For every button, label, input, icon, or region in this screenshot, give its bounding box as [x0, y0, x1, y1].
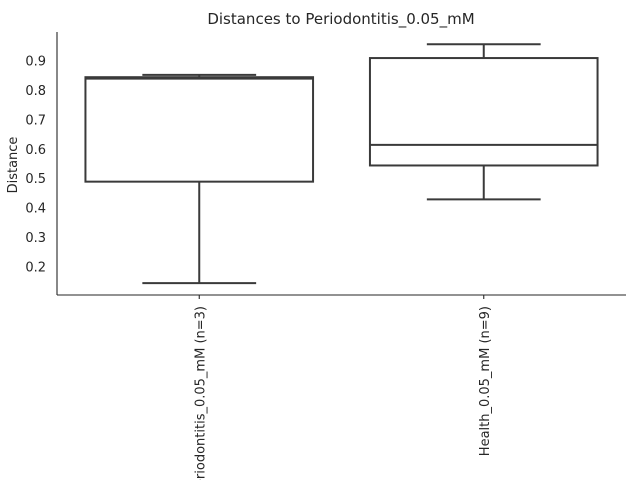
y-tick-label: 0.3: [25, 231, 46, 246]
y-tick-label: 0.2: [25, 261, 46, 276]
x-tick-group: Periodontitis_0.05_mM (n=3) Health_0.05_m…: [193, 295, 493, 480]
y-axis-label: Distance: [6, 137, 21, 194]
y-tick-group: 0.2 0.3 0.4 0.5 0.6 0.7 0.8 0.9: [25, 55, 46, 276]
y-tick-label: 0.7: [25, 113, 46, 128]
y-tick-label: 0.9: [25, 55, 46, 70]
chart-title: Distances to Periodontitis_0.05_mM: [207, 10, 474, 29]
y-tick-label: 0.8: [25, 84, 46, 99]
y-tick-label: 0.6: [25, 143, 46, 158]
box-iqr: [368, 57, 599, 167]
x-tick-label: Health_0.05_mM (n=9): [478, 306, 493, 456]
box-iqr: [84, 76, 315, 183]
box-group: [84, 43, 599, 285]
y-tick-label: 0.4: [25, 202, 46, 217]
x-tick-label: Periodontitis_0.05_mM (n=3): [193, 306, 208, 480]
y-tick-label: 0.5: [25, 172, 46, 187]
